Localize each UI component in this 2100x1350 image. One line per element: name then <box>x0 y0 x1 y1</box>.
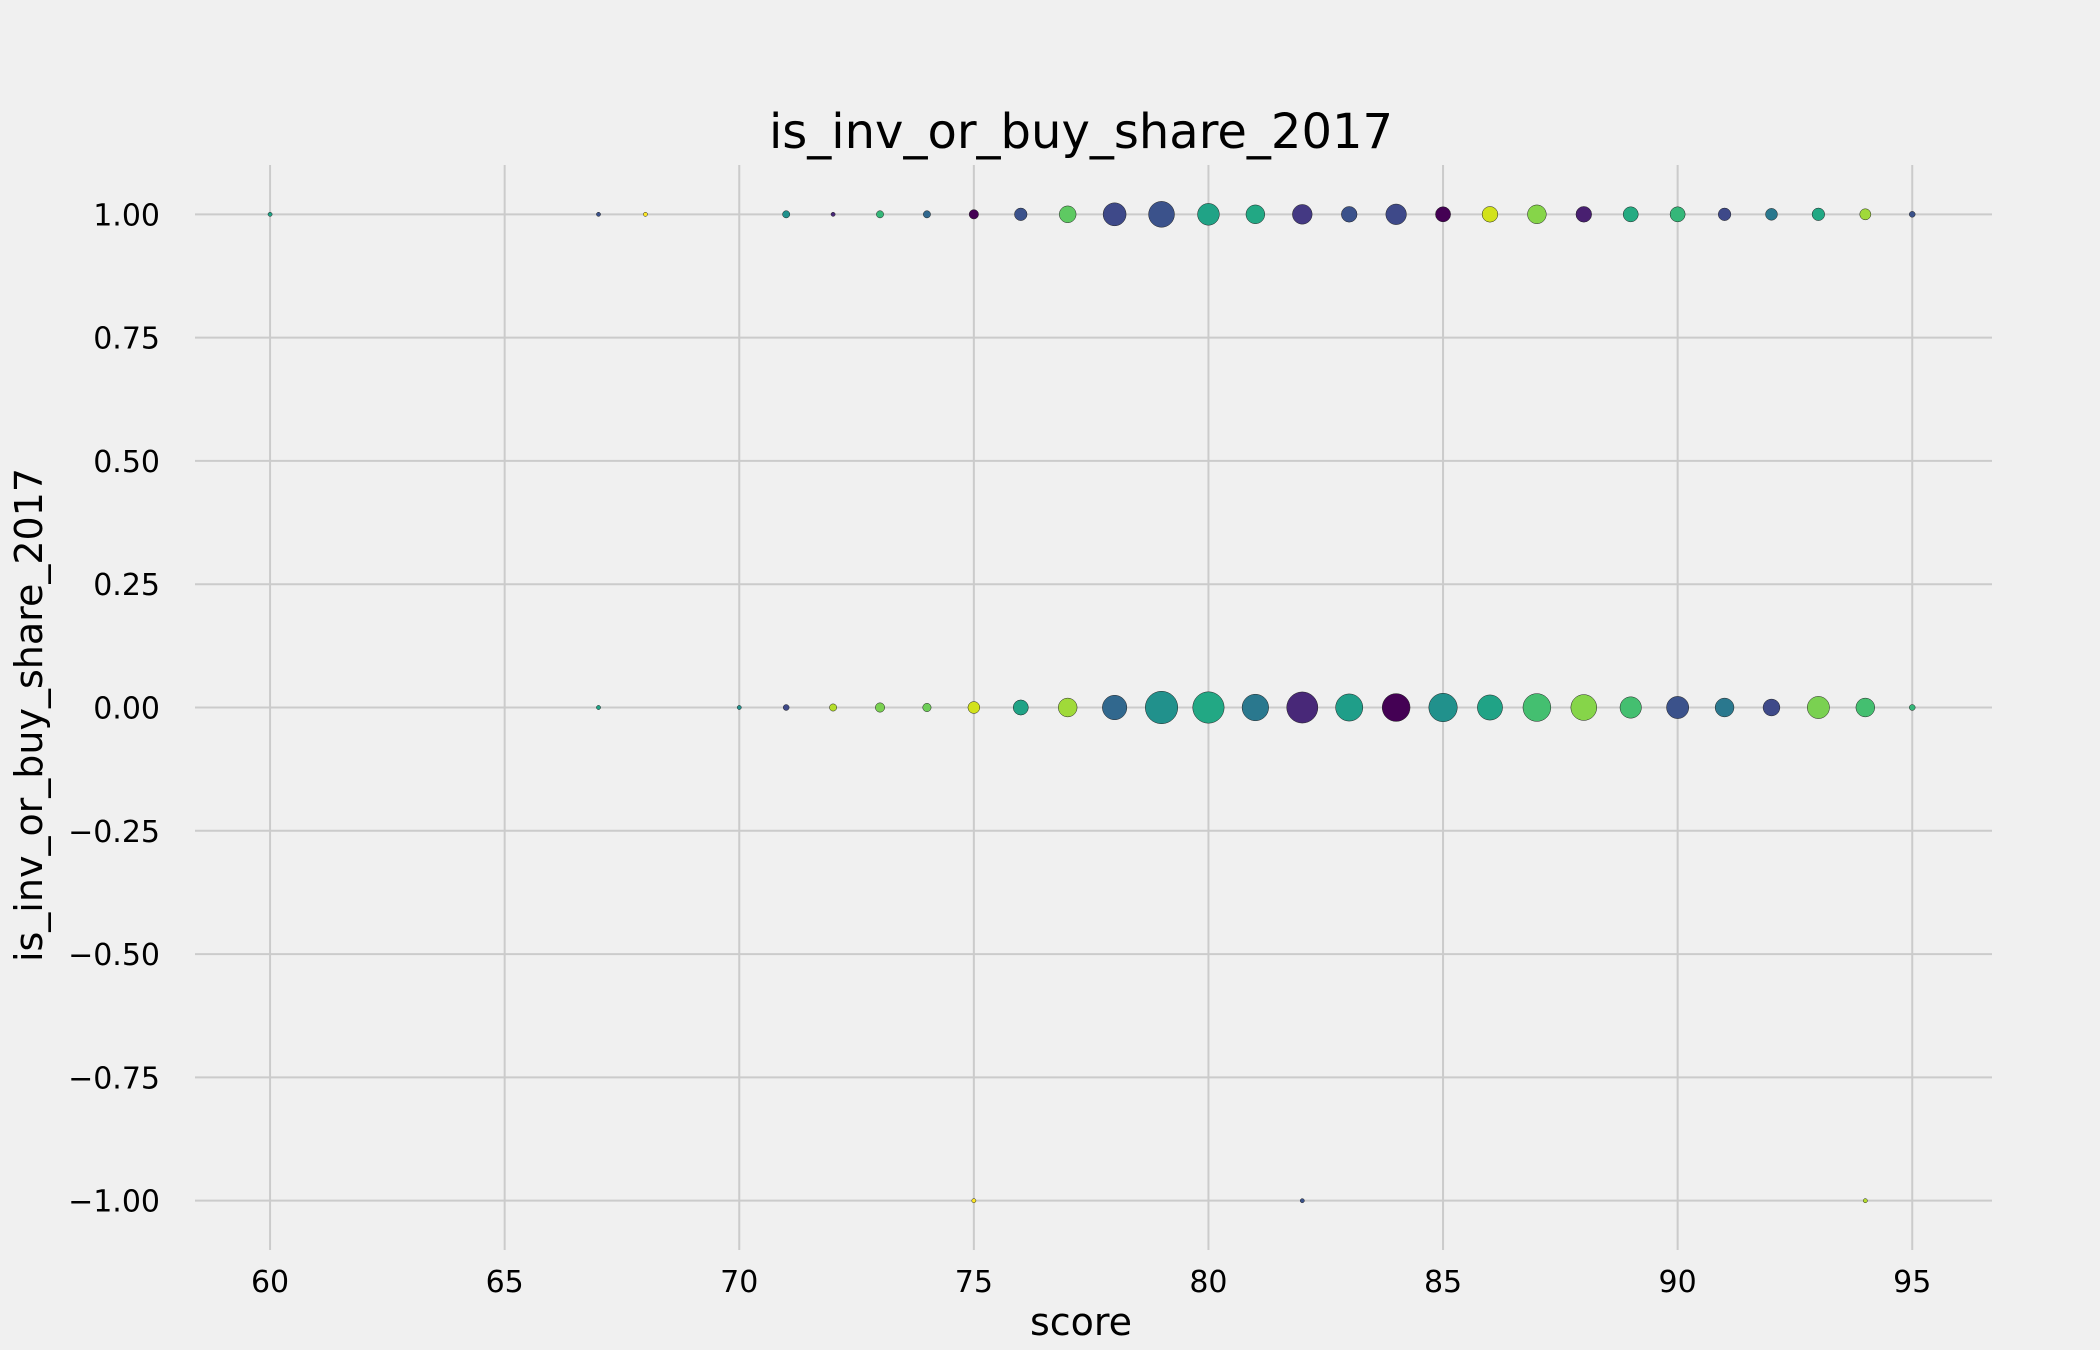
data-point <box>1335 693 1364 722</box>
data-point <box>1385 203 1407 225</box>
y-tick-label: 0.75 <box>93 322 160 357</box>
data-point <box>1148 201 1175 228</box>
data-point <box>1197 203 1220 226</box>
data-point <box>1762 698 1781 717</box>
data-point <box>829 703 837 712</box>
data-point <box>1714 697 1735 718</box>
data-point <box>971 1198 977 1204</box>
data-point <box>596 705 601 710</box>
data-point <box>1286 691 1319 724</box>
y-axis-label: is_inv_or_buy_share_2017 <box>7 468 51 962</box>
data-point <box>1059 205 1077 223</box>
data-point <box>1245 204 1266 224</box>
data-point <box>922 703 932 712</box>
x-axis-label: score <box>1030 1300 1132 1344</box>
data-point <box>830 211 836 217</box>
x-tick-label: 60 <box>251 1265 289 1300</box>
y-tick-label: −0.75 <box>68 1061 160 1096</box>
data-point <box>1102 202 1127 227</box>
data-point <box>1575 206 1592 223</box>
x-tick-label: 95 <box>1893 1265 1931 1300</box>
data-point <box>1811 207 1825 221</box>
data-point <box>1058 697 1078 718</box>
data-point <box>875 702 885 713</box>
data-point <box>923 210 931 219</box>
data-point <box>1570 694 1597 721</box>
data-point <box>596 211 601 217</box>
data-point <box>1909 211 1916 218</box>
x-tick-label: 85 <box>1424 1265 1462 1300</box>
x-tick-label: 65 <box>486 1265 524 1300</box>
data-point <box>1522 693 1552 722</box>
x-tick-label: 75 <box>955 1265 993 1300</box>
chart-title: is_inv_or_buy_share_2017 <box>769 104 1393 160</box>
data-point <box>1381 693 1411 722</box>
data-point <box>967 701 981 714</box>
data-point <box>1477 694 1503 721</box>
y-tick-label: 0.50 <box>93 445 160 480</box>
y-tick-label: −0.50 <box>68 938 160 973</box>
data-point <box>1192 691 1225 724</box>
x-tick-labels: 60 65 70 75 80 85 90 95 <box>251 1265 1931 1300</box>
data-point <box>1241 693 1269 722</box>
data-point <box>1481 206 1499 223</box>
y-tick-label: 0.25 <box>93 568 160 603</box>
data-point <box>1855 697 1875 718</box>
data-point <box>1527 204 1547 224</box>
data-point <box>1102 695 1128 720</box>
y-tick-label: −1.00 <box>68 1185 160 1220</box>
data-point <box>1862 1198 1868 1204</box>
data-point <box>1619 696 1642 719</box>
data-point <box>782 704 790 711</box>
data-point <box>267 211 273 217</box>
data-point <box>782 210 791 219</box>
data-point <box>876 210 884 219</box>
y-tick-labels: 1.00 0.75 0.50 0.25 0.00 −0.25 −0.50 −0.75 −1.00 <box>68 198 160 1219</box>
x-tick-label: 80 <box>1189 1265 1227 1300</box>
data-point <box>1435 206 1451 223</box>
data-point <box>1145 690 1179 725</box>
x-tick-label: 70 <box>720 1265 758 1300</box>
data-point <box>1718 207 1732 221</box>
data-point <box>1299 1198 1305 1204</box>
data-point <box>1014 207 1028 221</box>
data-point <box>1669 206 1686 223</box>
data-point <box>1666 696 1690 719</box>
data-point <box>1341 206 1358 223</box>
data-point <box>968 209 979 220</box>
data-point <box>1622 206 1639 223</box>
data-point <box>1859 208 1872 221</box>
y-tick-label: 0.00 <box>93 692 160 727</box>
data-point <box>1807 696 1830 719</box>
data-point <box>1012 699 1029 716</box>
data-points <box>267 201 1916 1204</box>
data-point <box>736 705 742 710</box>
data-point <box>643 211 648 217</box>
y-tick-label: −0.25 <box>68 815 160 850</box>
data-point <box>1292 204 1313 225</box>
x-tick-label: 90 <box>1659 1265 1697 1300</box>
data-point <box>1428 693 1458 722</box>
data-point <box>1765 208 1778 221</box>
data-point <box>1909 704 1916 711</box>
y-tick-label: 1.00 <box>93 198 160 233</box>
